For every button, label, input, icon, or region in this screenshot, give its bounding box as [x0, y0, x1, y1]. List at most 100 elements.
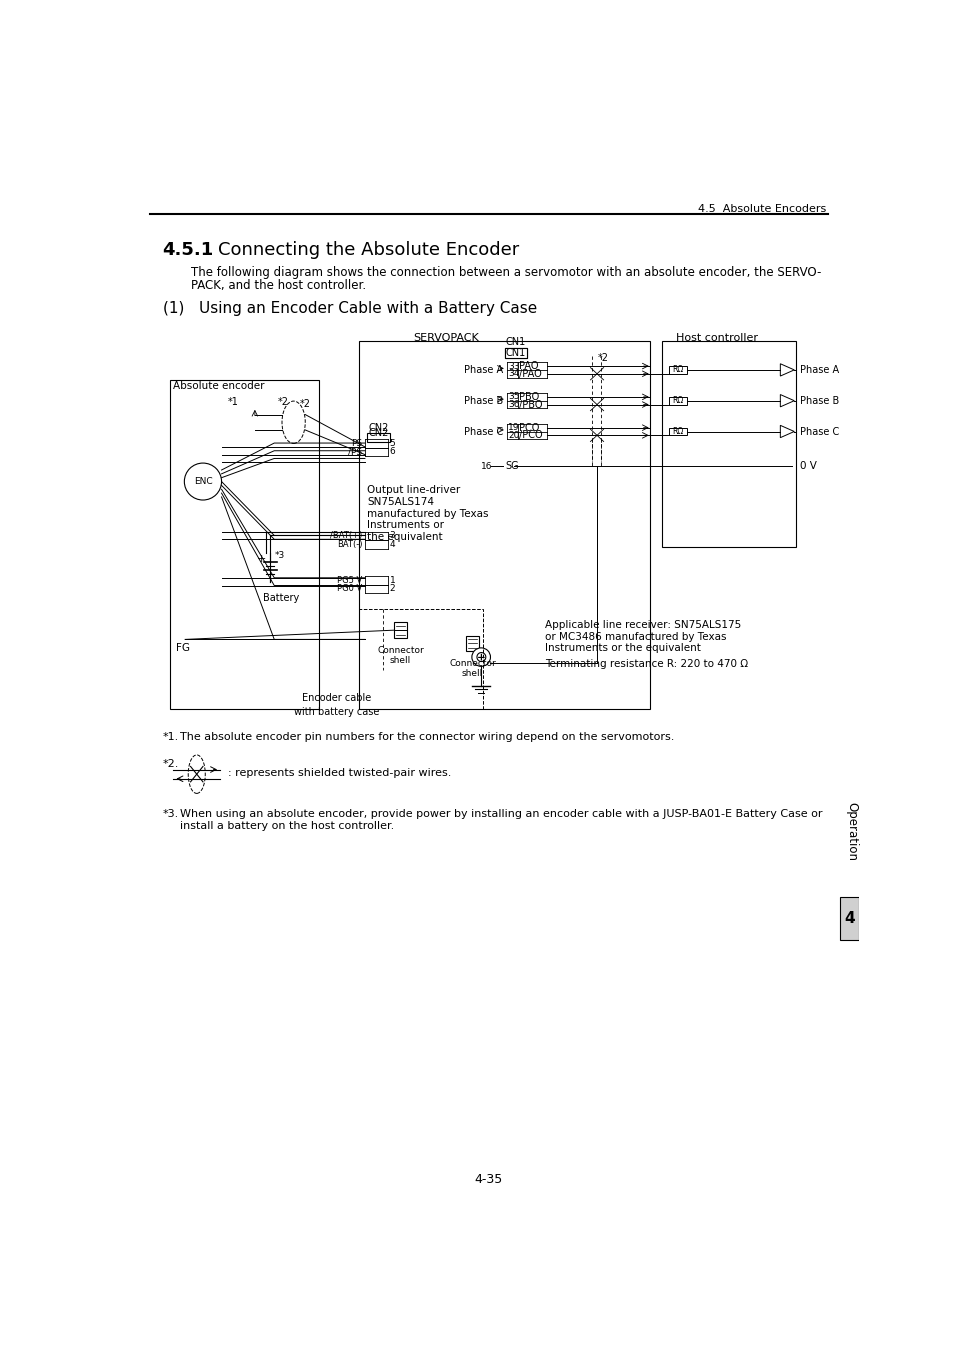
Ellipse shape — [188, 755, 205, 794]
Text: SN75ALS174: SN75ALS174 — [367, 497, 434, 508]
Bar — [466, 636, 478, 651]
Text: Output line-driver: Output line-driver — [367, 486, 460, 495]
Text: FG: FG — [175, 643, 190, 653]
Text: SERVOPACK: SERVOPACK — [414, 333, 479, 343]
Text: The following diagram shows the connection between a servomotor with an absolute: The following diagram shows the connecti… — [192, 266, 821, 279]
Bar — [661, 340, 795, 547]
Circle shape — [184, 463, 221, 500]
Bar — [170, 379, 319, 709]
Text: SG: SG — [505, 462, 518, 471]
Text: Host controller: Host controller — [675, 333, 757, 343]
Text: /PBO: /PBO — [518, 400, 542, 409]
Text: PCO: PCO — [518, 423, 539, 432]
Text: 20: 20 — [508, 431, 519, 440]
Text: CN2: CN2 — [368, 423, 389, 433]
Text: Phase C: Phase C — [799, 427, 838, 436]
Bar — [505, 348, 526, 358]
Text: Instruments or: Instruments or — [367, 520, 444, 531]
Text: Operation: Operation — [844, 802, 858, 861]
Text: RΩ: RΩ — [672, 366, 683, 374]
Text: 5: 5 — [390, 439, 395, 448]
Text: 4: 4 — [390, 540, 395, 549]
Text: *2.: *2. — [162, 759, 179, 768]
Text: 4.5.1: 4.5.1 — [162, 242, 213, 259]
Text: : represents shielded twisted-pair wires.: : represents shielded twisted-pair wires… — [228, 768, 451, 778]
Text: or MC3486 manufactured by Texas: or MC3486 manufactured by Texas — [545, 632, 726, 641]
Text: /PS: /PS — [348, 447, 362, 456]
Text: RΩ: RΩ — [672, 396, 683, 405]
Polygon shape — [780, 363, 794, 377]
Text: manufactured by Texas: manufactured by Texas — [367, 509, 488, 518]
Text: 0 V: 0 V — [799, 462, 816, 471]
Text: RΩ: RΩ — [672, 427, 683, 436]
Text: install a battery on the host controller.: install a battery on the host controller… — [179, 821, 394, 832]
Text: Connector
shell: Connector shell — [376, 645, 423, 666]
Polygon shape — [780, 425, 794, 437]
Text: Phase B: Phase B — [799, 396, 838, 406]
Text: ENC: ENC — [193, 477, 212, 486]
Text: 16: 16 — [481, 462, 493, 471]
Bar — [394, 622, 406, 637]
Text: Connecting the Absolute Encoder: Connecting the Absolute Encoder — [218, 242, 519, 259]
FancyBboxPatch shape — [505, 348, 526, 358]
Text: PBO: PBO — [518, 392, 538, 402]
Bar — [367, 433, 390, 443]
Text: Connector
shell: Connector shell — [449, 659, 496, 678]
Ellipse shape — [282, 401, 305, 443]
Polygon shape — [780, 394, 794, 406]
Text: PAO: PAO — [518, 360, 538, 371]
Text: PS: PS — [351, 439, 362, 448]
Text: Phase B: Phase B — [463, 396, 502, 406]
Bar — [359, 340, 649, 709]
Text: CN1: CN1 — [505, 348, 526, 358]
Text: 2: 2 — [390, 585, 395, 594]
Text: (1)   Using an Encoder Cable with a Battery Case: (1) Using an Encoder Cable with a Batter… — [162, 301, 537, 316]
Text: /PCO: /PCO — [518, 431, 542, 440]
Text: PACK, and the host controller.: PACK, and the host controller. — [192, 279, 366, 292]
Text: Phase A: Phase A — [463, 364, 502, 375]
Text: *2: *2 — [299, 400, 311, 409]
Text: Phase A: Phase A — [799, 364, 838, 375]
Text: ⊕: ⊕ — [475, 649, 487, 664]
Text: 3: 3 — [390, 532, 395, 540]
Text: 35: 35 — [508, 393, 519, 401]
Text: 4: 4 — [843, 911, 854, 926]
Bar — [840, 898, 858, 940]
Text: *3: *3 — [274, 551, 284, 560]
Text: Applicable line receiver: SN75ALS175: Applicable line receiver: SN75ALS175 — [545, 620, 741, 630]
Bar — [669, 397, 686, 405]
Text: the equivalent: the equivalent — [367, 532, 442, 541]
Text: CN1: CN1 — [505, 336, 526, 347]
Text: Terminating resistance R: 220 to 470 Ω: Terminating resistance R: 220 to 470 Ω — [545, 659, 748, 668]
Text: CN2: CN2 — [368, 428, 389, 437]
Text: 4.5  Absolute Encoders: 4.5 Absolute Encoders — [697, 204, 825, 215]
Text: /BAT(+): /BAT(+) — [330, 532, 362, 540]
Text: *2: *2 — [597, 352, 608, 363]
Circle shape — [472, 648, 490, 667]
Text: Absolute encoder: Absolute encoder — [173, 382, 265, 391]
Text: 4-35: 4-35 — [475, 1173, 502, 1187]
Text: PG5 V: PG5 V — [337, 576, 362, 585]
Text: The absolute encoder pin numbers for the connector wiring depend on the servomot: The absolute encoder pin numbers for the… — [179, 732, 674, 741]
Text: 34: 34 — [508, 370, 519, 378]
Text: *1: *1 — [228, 397, 238, 406]
Text: Battery: Battery — [262, 593, 298, 603]
Text: *3.: *3. — [162, 809, 179, 819]
Text: 36: 36 — [508, 400, 519, 409]
Text: 1: 1 — [390, 576, 395, 585]
Text: +: + — [256, 554, 266, 563]
Text: Phase C: Phase C — [463, 427, 502, 436]
Text: Instruments or the equivalent: Instruments or the equivalent — [545, 643, 700, 653]
Bar — [669, 366, 686, 374]
Text: *1.: *1. — [162, 732, 179, 741]
Bar — [359, 609, 483, 709]
Text: 6: 6 — [390, 447, 395, 456]
Text: 33: 33 — [508, 362, 519, 370]
Bar — [669, 428, 686, 435]
Text: When using an absolute encoder, provide power by installing an encoder cable wit: When using an absolute encoder, provide … — [179, 809, 821, 819]
Text: /PAO: /PAO — [518, 369, 541, 379]
Text: PG0 V: PG0 V — [337, 585, 362, 594]
Text: Encoder cable
with battery case: Encoder cable with battery case — [294, 694, 378, 717]
Text: BAT(-): BAT(-) — [336, 540, 362, 549]
Text: *2: *2 — [278, 397, 289, 406]
